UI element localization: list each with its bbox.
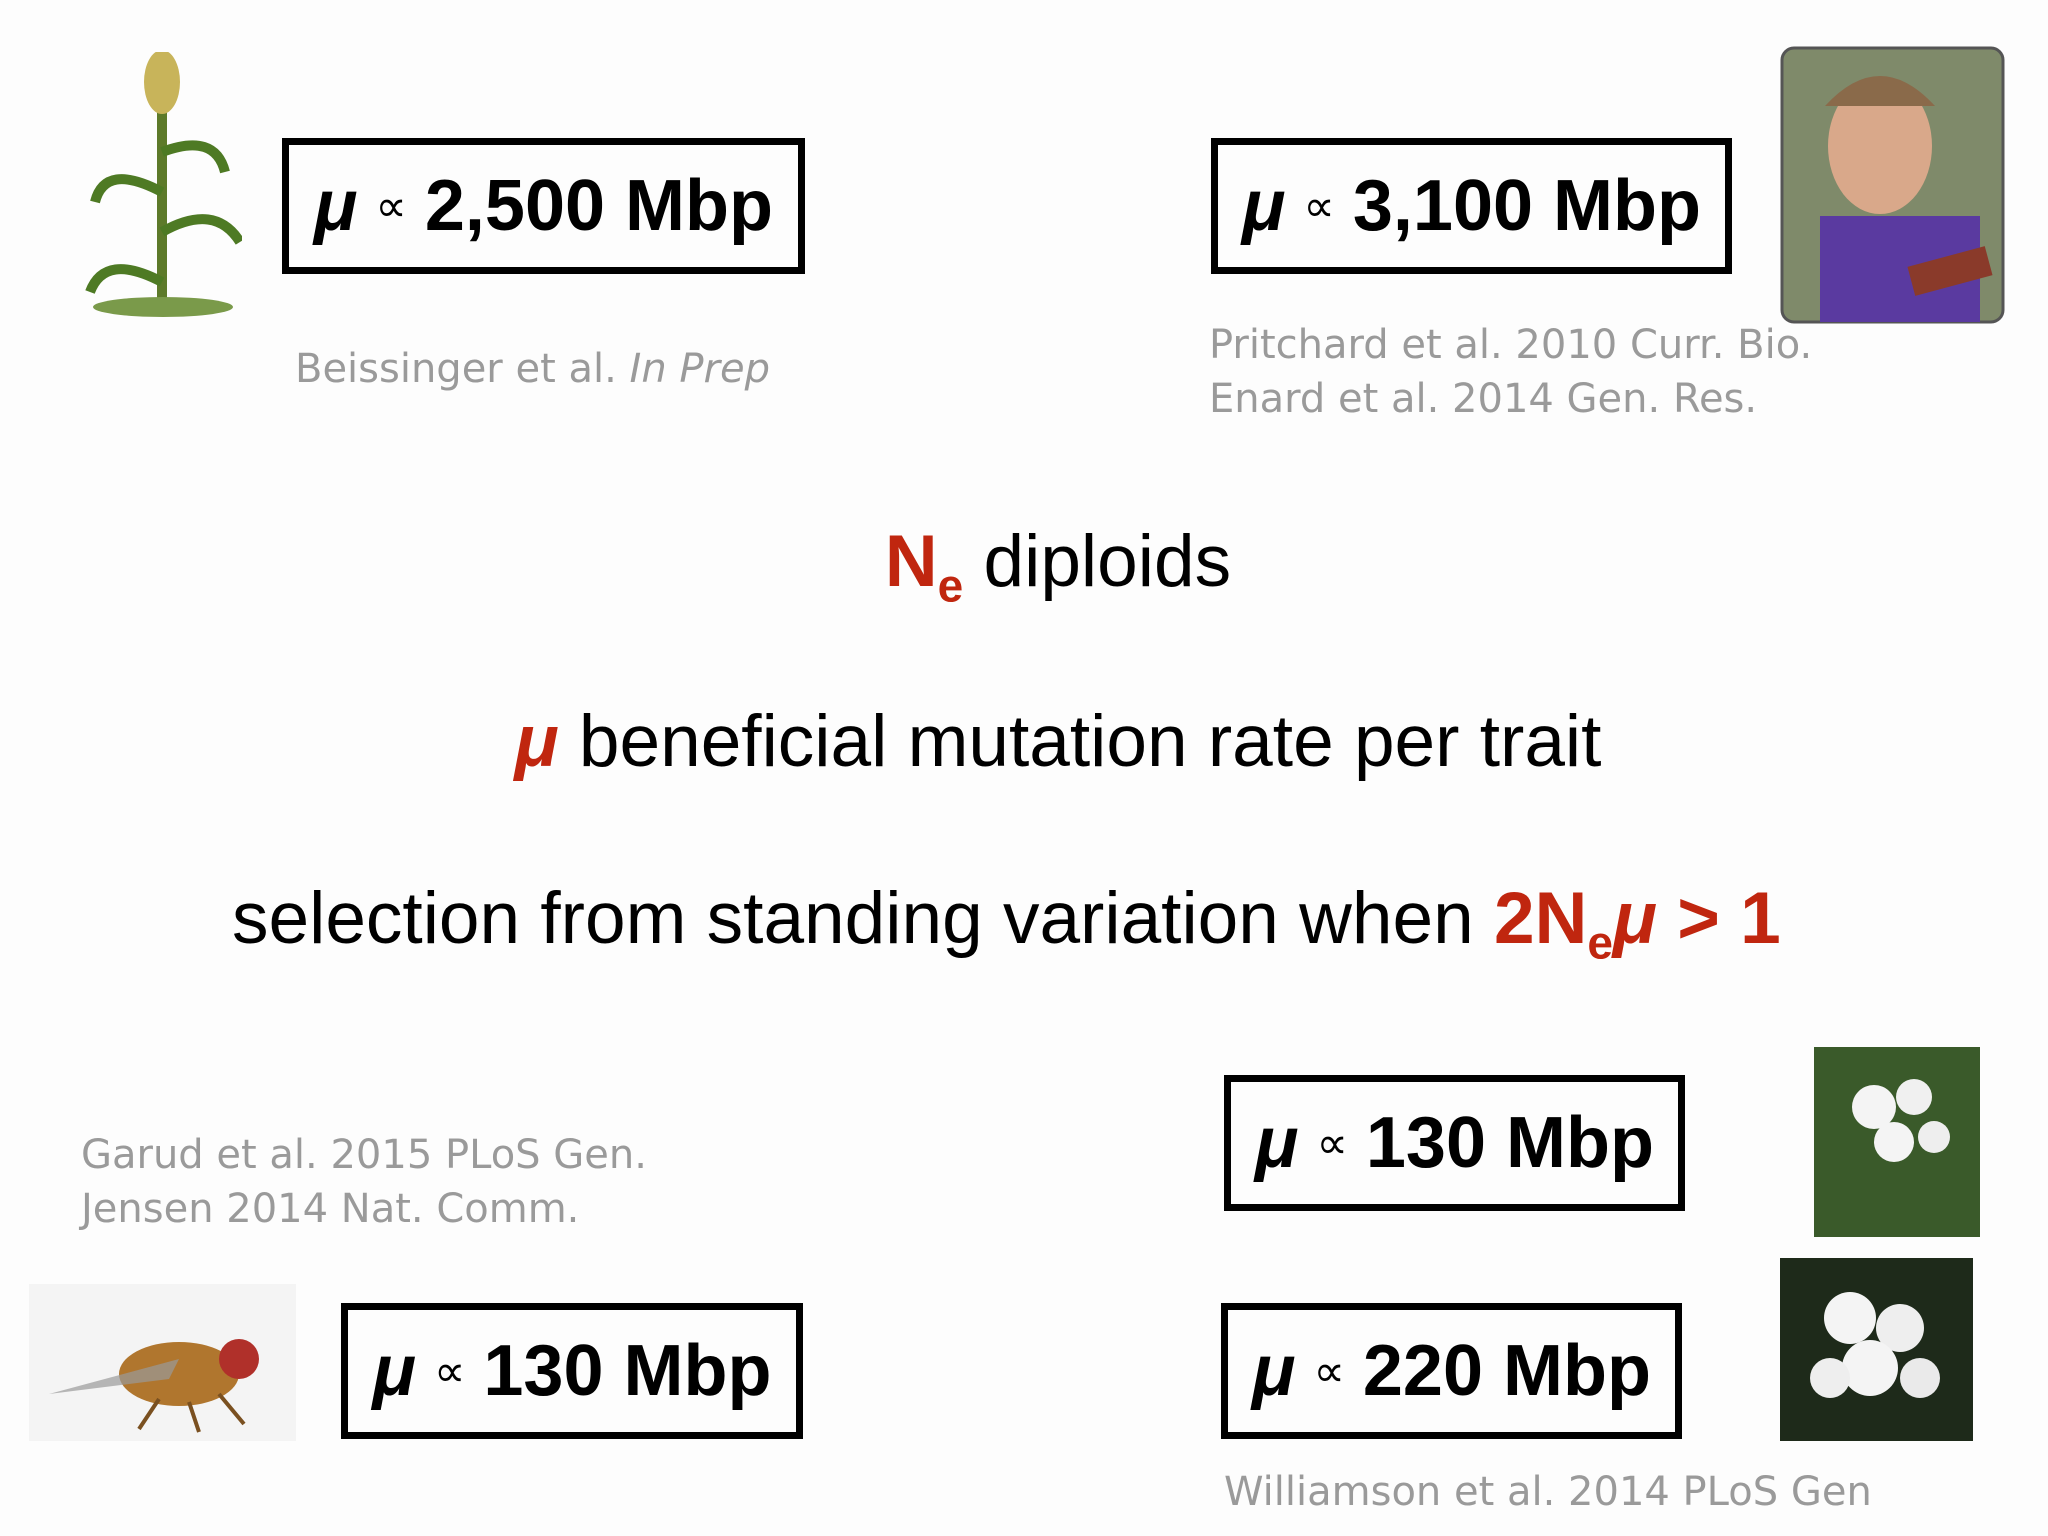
text: selection from standing variation when	[232, 878, 1474, 959]
flower-photo	[1780, 1258, 1973, 1441]
ne-line: Ne diploids	[0, 520, 2048, 613]
value: 2,500 Mbp	[424, 166, 773, 246]
authors: Beissinger et al.	[295, 346, 617, 392]
mu: μ	[372, 1331, 416, 1411]
value: 130 Mbp	[483, 1331, 772, 1411]
mu: μ	[1255, 1103, 1299, 1183]
mu: μ	[1612, 878, 1657, 959]
mu: μ	[1242, 166, 1286, 246]
text: diploids	[983, 521, 1232, 602]
formula-a: 2N	[1493, 878, 1588, 959]
relation: ∝	[375, 181, 407, 231]
citation: Williamson et al. 2014 PLoS Gen	[1224, 1469, 1872, 1515]
mu: μ	[1252, 1331, 1296, 1411]
citation: Pritchard et al. 2010 Curr. Bio.	[1209, 322, 1813, 368]
citation: Garud et al. 2015 PLoS Gen.	[81, 1132, 647, 1178]
formula-b: > 1	[1677, 878, 1781, 959]
relation: ∝	[1316, 1118, 1348, 1168]
relation: ∝	[1303, 181, 1335, 231]
value: 3,100 Mbp	[1352, 166, 1701, 246]
mu: μ	[514, 701, 559, 782]
text: beneficial mutation rate per trait	[578, 701, 1602, 782]
formula-sub: e	[1587, 916, 1613, 969]
formula-box: μ ∝ 130 Mbp	[341, 1303, 803, 1439]
relation: ∝	[433, 1346, 466, 1396]
formula-box: μ ∝ 3,100 Mbp	[1211, 138, 1732, 274]
citation: Jensen 2014 Nat. Comm.	[81, 1186, 580, 1232]
value: 220 Mbp	[1362, 1331, 1651, 1411]
status: In Prep	[629, 346, 770, 392]
citation: Enard et al. 2014 Gen. Res.	[1209, 376, 1758, 422]
formula-box: μ ∝ 130 Mbp	[1224, 1075, 1685, 1211]
maize-image	[85, 52, 242, 317]
selection-line: selection from standing variation when 2…	[232, 877, 1781, 970]
ne-sub: e	[937, 559, 964, 612]
ne: N	[884, 521, 938, 602]
formula-box: μ ∝ 2,500 Mbp	[282, 138, 805, 274]
formula-box: μ ∝ 220 Mbp	[1221, 1303, 1682, 1439]
value: 130 Mbp	[1365, 1103, 1654, 1183]
portrait-photo	[1780, 46, 2005, 324]
citation: Beissinger et al. In Prep	[295, 346, 770, 392]
fly-photo	[29, 1284, 296, 1441]
mu-line: μ beneficial mutation rate per trait	[0, 700, 2048, 783]
formula: 2Neμ > 1	[1493, 878, 1781, 969]
flower-photo	[1814, 1047, 1980, 1237]
relation: ∝	[1313, 1346, 1345, 1396]
mu: μ	[314, 166, 358, 246]
